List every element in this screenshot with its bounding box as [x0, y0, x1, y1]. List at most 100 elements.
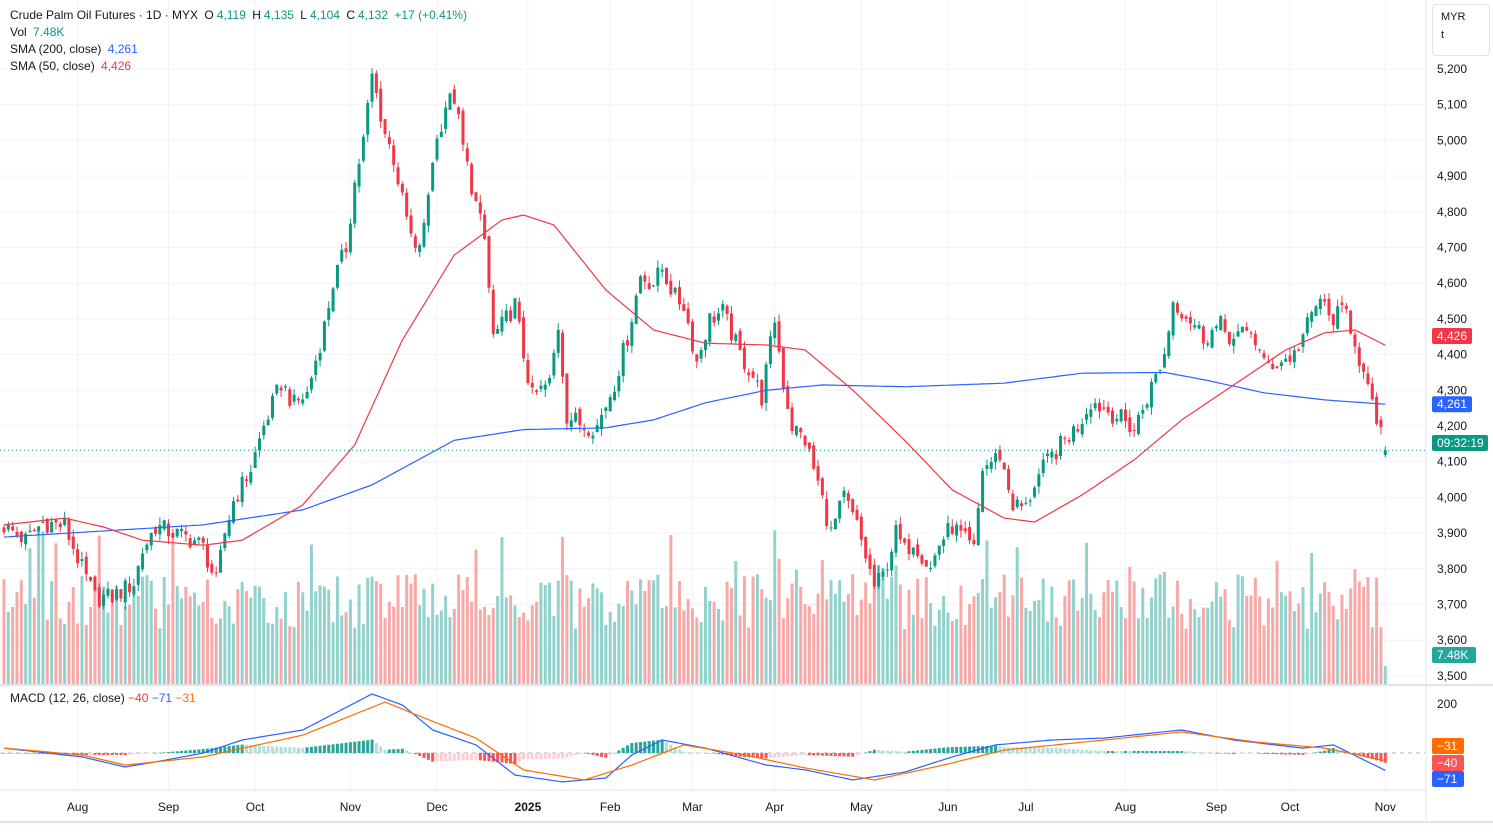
- candle-down: [392, 145, 396, 165]
- macd-histogram-bar: [37, 753, 41, 754]
- volume-bar: [955, 618, 959, 684]
- volume-badge-text: 7.48K: [1437, 648, 1468, 662]
- candle-down: [457, 107, 461, 115]
- candle-up: [1033, 487, 1037, 497]
- macd-histogram-bar: [418, 753, 422, 757]
- macd-histogram-bar: [491, 753, 495, 762]
- volume-bar: [898, 584, 902, 684]
- candle-down: [201, 537, 205, 543]
- macd-histogram-bar: [1136, 751, 1140, 753]
- volume-bar: [1219, 596, 1223, 684]
- countdown-badge-text: 09:32:19: [1437, 436, 1484, 450]
- macd-histogram-bar: [1297, 753, 1301, 755]
- volume-bars: [2, 530, 1387, 684]
- candle-up: [673, 287, 677, 293]
- macd-histogram-bar: [344, 742, 348, 753]
- volume-bar: [184, 586, 188, 684]
- macd-tick-label: 200: [1437, 697, 1457, 711]
- volume-bar: [283, 592, 287, 684]
- candle-up: [435, 138, 439, 160]
- volume-bar: [725, 581, 729, 684]
- macd-histogram-bar: [820, 753, 824, 756]
- macd-histogram-bar: [379, 746, 383, 753]
- symbol-title[interactable]: Crude Palm Oil Futures · 1D · MYX: [10, 8, 199, 22]
- volume-bar: [595, 588, 599, 684]
- macd-histogram-bar: [119, 753, 123, 755]
- volume-bar: [504, 597, 508, 684]
- candle-down: [374, 73, 378, 93]
- candle-down: [816, 466, 820, 481]
- volume-bar: [444, 595, 448, 684]
- macd-histogram-bar: [1033, 747, 1037, 753]
- volume-bar: [1353, 569, 1357, 684]
- volume-bar: [435, 614, 439, 684]
- candle-down: [972, 539, 976, 545]
- volume-bar: [67, 602, 71, 684]
- macd-histogram-bar: [673, 747, 677, 753]
- price-tick-label: 3,800: [1437, 562, 1467, 576]
- macd-signal-line: [3, 701, 1386, 781]
- candle-up: [1158, 369, 1162, 371]
- macd-histogram-bar: [1323, 750, 1327, 753]
- candle-down: [409, 215, 413, 234]
- sma200-label[interactable]: SMA (200, close): [10, 42, 102, 56]
- volume-label[interactable]: Vol: [10, 25, 27, 39]
- candle-up: [266, 419, 270, 426]
- candle-down: [387, 137, 391, 145]
- volume-bar: [392, 606, 396, 684]
- volume-bar: [253, 585, 257, 684]
- volume-bar: [1284, 595, 1288, 684]
- macd-histogram-bar: [587, 753, 591, 754]
- macd-hist-badge: −40: [1432, 755, 1464, 771]
- sma50-label[interactable]: SMA (50, close): [10, 59, 95, 73]
- macd-legend: MACD (12, 26, close) −40 −71 −31: [10, 691, 196, 705]
- volume-bar: [1015, 547, 1019, 684]
- candle-up: [1279, 362, 1283, 367]
- candle-down: [522, 317, 526, 359]
- macd-histogram-bar: [171, 751, 175, 753]
- countdown-badge-bg: [1432, 435, 1488, 451]
- macd-histogram-bar: [1206, 752, 1210, 754]
- macd-histogram-bar: [929, 749, 933, 753]
- price-tick-label: 4,700: [1437, 241, 1467, 255]
- volume-bar: [206, 579, 210, 684]
- macd-histogram-bar: [981, 746, 985, 753]
- candle-down: [400, 183, 404, 193]
- macd-histogram-bar: [1132, 751, 1136, 753]
- volume-bar: [1041, 578, 1045, 684]
- volume-bar: [885, 598, 889, 684]
- candle-up: [1041, 459, 1045, 474]
- macd-histogram-bar: [1292, 753, 1296, 755]
- volume-bar: [249, 597, 253, 684]
- macd-histogram-bar: [1050, 747, 1054, 753]
- macd-histogram-bar: [214, 747, 218, 753]
- volume-bar: [582, 606, 586, 684]
- macd-histogram-bar: [994, 745, 998, 753]
- candle-down: [578, 408, 582, 426]
- candle-up: [556, 329, 560, 353]
- macd-histogram-bar: [509, 753, 513, 764]
- candle-down: [210, 563, 214, 573]
- volume-bar: [517, 616, 521, 684]
- candle-down: [474, 192, 478, 202]
- currency-unit-button[interactable]: MYR t: [1432, 4, 1490, 56]
- volume-bar: [946, 612, 950, 684]
- macd-histogram-bar: [1370, 753, 1374, 760]
- macd-histogram-bar: [1314, 752, 1318, 753]
- price-tick-label: 4,000: [1437, 490, 1467, 504]
- volume-bar: [448, 617, 452, 684]
- time-tick-label: Oct: [1281, 800, 1300, 814]
- candle-down: [535, 390, 539, 393]
- macd-histogram: [2, 739, 1387, 764]
- macd-histogram-bar: [950, 747, 954, 753]
- macd-label[interactable]: MACD (12, 26, close): [10, 691, 125, 705]
- macd-histogram-bar: [548, 753, 552, 759]
- volume-bar: [1279, 592, 1283, 684]
- symbol-row: Crude Palm Oil Futures · 1D · MYX O 4,119…: [10, 8, 468, 22]
- volume-bar: [1310, 553, 1314, 684]
- candle-down: [483, 214, 487, 239]
- macd-histogram-bar: [582, 753, 586, 754]
- candle-down: [1245, 327, 1249, 331]
- candle-up: [123, 580, 127, 603]
